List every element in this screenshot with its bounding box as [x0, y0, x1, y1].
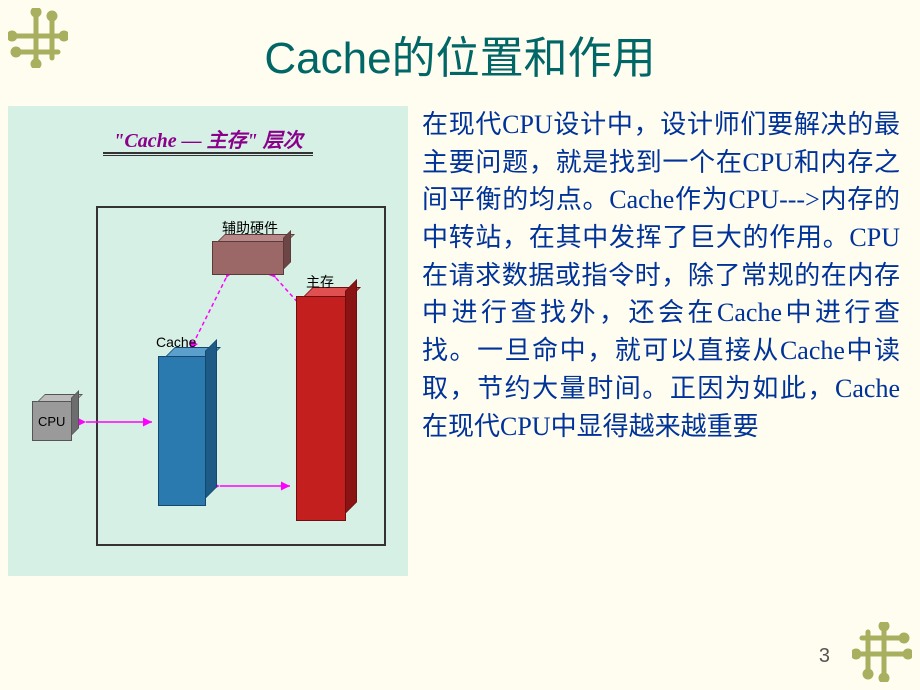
page-number: 3	[819, 645, 830, 668]
aux-label: 辅助硬件	[222, 218, 278, 238]
cpu-label: CPU	[38, 414, 65, 429]
content-row: "Cache — 主存" 层次 CPU	[0, 86, 920, 586]
corner-ornament-bottom-right	[852, 622, 912, 682]
mainmem-box	[296, 296, 346, 521]
corner-ornament-top-left	[8, 8, 68, 68]
diagram-panel: "Cache — 主存" 层次 CPU	[8, 106, 408, 576]
mainmem-label: 主存	[306, 272, 334, 292]
aux-box	[212, 241, 284, 275]
cache-box	[158, 356, 206, 506]
page-title: Cache的位置和作用	[0, 0, 920, 86]
body-text: 在现代CPU设计中，设计师们要解决的最主要问题，就是找到一个在CPU和内存之间平…	[422, 106, 900, 576]
cache-label: Cache	[156, 334, 196, 350]
